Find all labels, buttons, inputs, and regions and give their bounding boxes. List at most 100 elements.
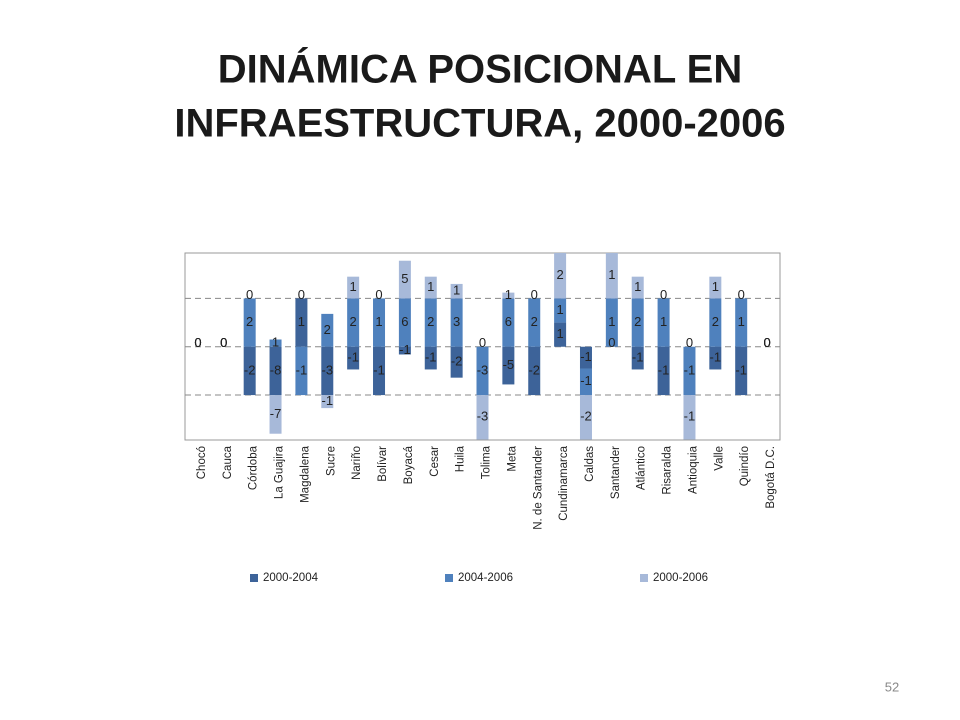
data-label: 0 <box>298 287 305 302</box>
x-tick-group: Cesar <box>429 446 441 477</box>
data-label: -1 <box>347 350 359 365</box>
bar <box>579 346 592 369</box>
data-label: -3 <box>477 409 489 424</box>
x-tick-group: Santander <box>610 446 622 499</box>
data-label: -1 <box>322 393 334 408</box>
bar <box>554 253 567 299</box>
bar <box>657 346 670 396</box>
data-label: 0 <box>375 287 382 302</box>
x-tick-label: Sucre <box>325 446 337 476</box>
bar <box>347 298 360 347</box>
bar <box>347 276 360 299</box>
data-label: -1 <box>684 362 696 377</box>
x-tick-label: Huila <box>455 445 467 472</box>
x-tick-label: Santander <box>610 446 622 499</box>
data-label: 1 <box>738 314 745 329</box>
data-label: -1 <box>296 362 308 377</box>
x-tick-group: Chocó <box>196 446 208 479</box>
bar <box>373 346 386 396</box>
data-label: 1 <box>712 279 719 294</box>
bar <box>347 346 360 370</box>
x-tick-group: Tolima <box>481 445 493 479</box>
data-label: -7 <box>270 406 282 421</box>
data-label: 1 <box>505 287 512 302</box>
legend-swatch <box>445 574 453 582</box>
bar <box>709 298 722 347</box>
data-label: 2 <box>246 314 253 329</box>
bar <box>398 346 411 355</box>
x-tick-label: Cauca <box>222 445 234 479</box>
bar <box>554 298 567 323</box>
data-label: 0 <box>686 335 693 350</box>
bar <box>709 276 722 299</box>
data-label: 1 <box>453 283 460 298</box>
bar <box>398 298 411 347</box>
bar <box>398 260 411 299</box>
legend-label: 2004-2006 <box>458 572 513 584</box>
data-label: 1 <box>660 314 667 329</box>
x-tick-label: Cesar <box>429 446 441 477</box>
x-tick-label: N. de Santander <box>532 446 544 530</box>
x-tick-label: Chocó <box>196 446 208 479</box>
data-label: 1 <box>556 302 563 317</box>
slide-number: 52 <box>885 679 899 694</box>
data-label: 2 <box>634 314 641 329</box>
data-label: 5 <box>401 271 408 286</box>
bar <box>450 283 463 299</box>
bar <box>321 346 334 396</box>
x-tick-group: Bogotá D.C. <box>765 446 777 509</box>
x-tick-group: Nariño <box>351 446 363 480</box>
data-label: 0 <box>738 287 745 302</box>
x-tick-group: Atlántico <box>636 446 648 490</box>
data-label: -1 <box>658 362 670 377</box>
data-label: 0 <box>608 335 615 350</box>
data-label: 0 <box>220 335 227 350</box>
data-label: 6 <box>401 314 408 329</box>
data-label: 0 <box>220 335 227 350</box>
bar <box>424 276 437 299</box>
x-tick-label: Meta <box>506 445 518 471</box>
bar <box>424 346 437 370</box>
data-label: 2 <box>556 267 563 282</box>
legend-label: 2000-2004 <box>263 572 319 584</box>
bar <box>554 322 567 347</box>
x-tick-label: La Guajira <box>274 445 286 499</box>
bar <box>579 368 592 396</box>
bar <box>321 395 334 409</box>
bar <box>295 298 308 347</box>
bar <box>476 395 489 440</box>
x-tick-label: Cundinamarca <box>558 445 570 520</box>
bar <box>605 253 618 299</box>
bar <box>269 346 282 396</box>
data-label: 2 <box>350 314 357 329</box>
x-tick-group: Quindío <box>739 446 751 486</box>
data-label: -1 <box>710 350 722 365</box>
x-tick-label: Magdalena <box>299 445 311 503</box>
data-label: 0 <box>194 335 201 350</box>
data-label: -3 <box>477 362 489 377</box>
bar <box>528 298 541 347</box>
x-tick-group: Córdoba <box>248 445 260 490</box>
data-label: 0 <box>660 287 667 302</box>
data-label: 2 <box>531 314 538 329</box>
x-tick-label: Atlántico <box>636 446 648 490</box>
x-tick-group: N. de Santander <box>532 446 544 530</box>
data-label: 0 <box>763 335 770 350</box>
bar <box>709 346 722 370</box>
data-label: -1 <box>425 350 437 365</box>
bar <box>269 395 282 434</box>
bar <box>605 298 618 347</box>
data-label: -1 <box>632 350 644 365</box>
bar <box>321 313 334 347</box>
bar <box>243 298 256 347</box>
data-label: 1 <box>298 314 305 329</box>
bar <box>502 346 515 385</box>
bar <box>657 298 670 347</box>
data-label: -5 <box>503 357 515 372</box>
bar <box>735 346 748 396</box>
x-tick-label: Antioquia <box>687 445 699 494</box>
bar <box>631 298 644 347</box>
x-tick-group: La Guajira <box>274 445 286 499</box>
data-label: -3 <box>322 362 334 377</box>
x-tick-label: Valle <box>713 446 725 471</box>
